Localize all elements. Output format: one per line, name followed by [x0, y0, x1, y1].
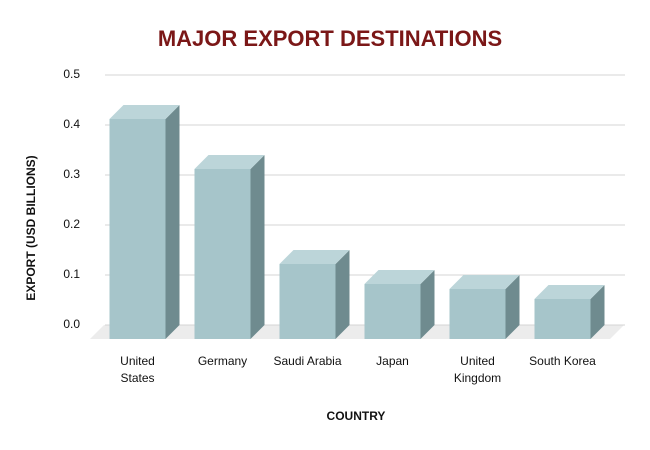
bar-side — [250, 155, 265, 339]
x-tick-label: Saudi Arabia — [273, 354, 341, 368]
x-tick-label: South Korea — [529, 354, 596, 368]
y-tick-label: 0.5 — [63, 67, 80, 81]
bar-top — [279, 250, 350, 264]
bar-top — [194, 155, 265, 169]
bar-side — [590, 285, 605, 339]
x-tick-label: Germany — [198, 354, 247, 368]
x-tick-label: United States — [120, 354, 155, 385]
y-tick-label: 0.0 — [63, 317, 80, 331]
bar-top — [364, 270, 435, 284]
x-tick-label: United Kingdom — [454, 354, 501, 385]
y-tick-label: 0.1 — [63, 267, 80, 281]
chart-title: MAJOR EXPORT DESTINATIONS — [158, 26, 502, 51]
bar-side — [505, 275, 520, 339]
x-axis-label: COUNTRY — [327, 409, 386, 423]
x-tick-label-line: States — [120, 371, 154, 385]
y-axis-label: EXPORT (USD BILLIONS) — [24, 155, 38, 300]
bar-top — [534, 285, 605, 299]
bar-top — [109, 105, 180, 119]
bar — [534, 299, 591, 339]
bar — [194, 169, 251, 339]
bar — [109, 119, 166, 339]
bar-top — [449, 275, 520, 289]
x-tick-label-line: United — [460, 354, 495, 368]
bar-side — [335, 250, 350, 339]
x-tick-label: Japan — [376, 354, 409, 368]
y-tick-label: 0.2 — [63, 217, 80, 231]
y-tick-label: 0.4 — [63, 117, 80, 131]
x-tick-label-line: Kingdom — [454, 371, 501, 385]
bar — [279, 264, 336, 339]
x-tick-label-line: United — [120, 354, 155, 368]
bar-side — [420, 270, 435, 339]
y-tick-label: 0.3 — [63, 167, 80, 181]
bar-side — [165, 105, 180, 339]
bar — [449, 289, 506, 339]
bar — [364, 284, 421, 339]
